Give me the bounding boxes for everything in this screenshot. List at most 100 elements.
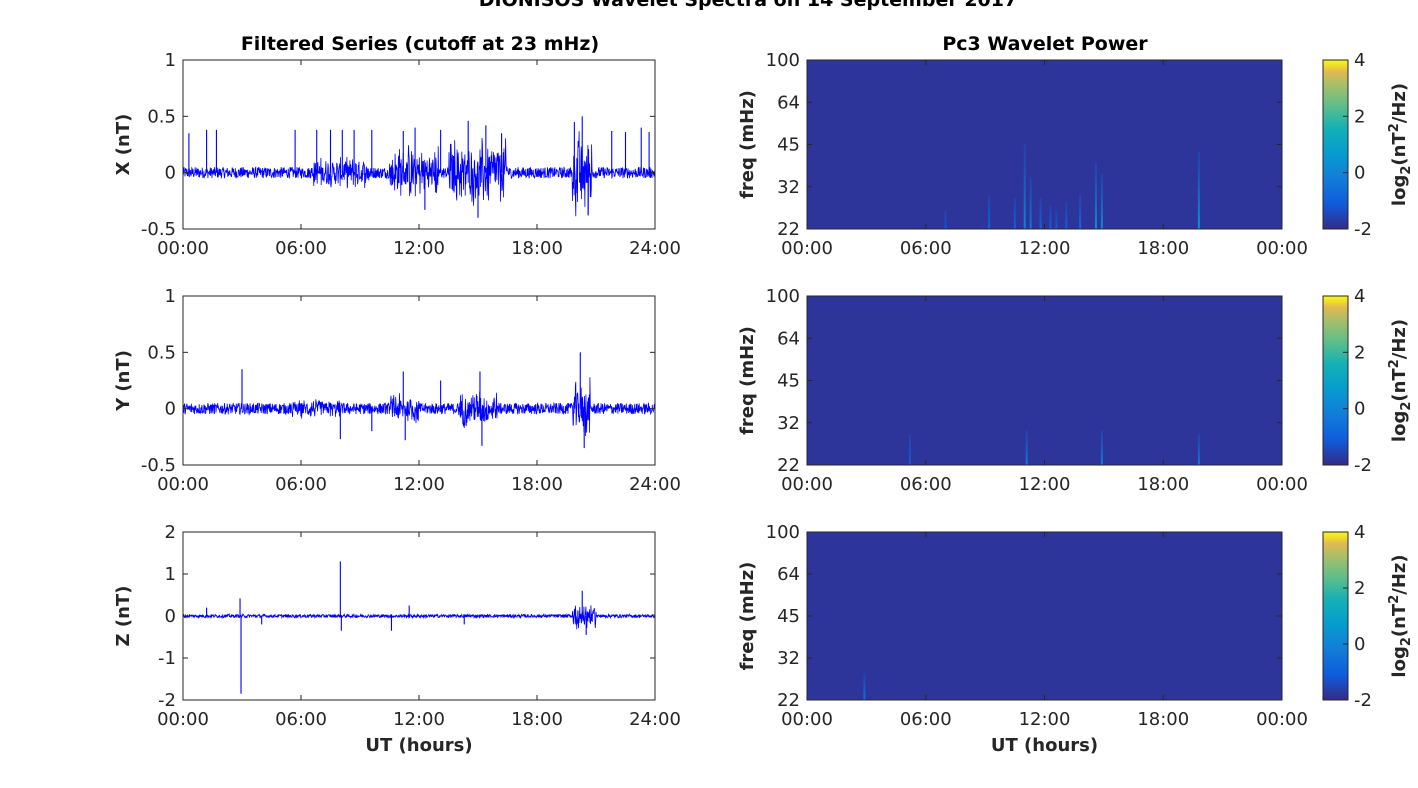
colorbar-tick-label: 4 (1354, 50, 1365, 71)
power-event (1039, 198, 1042, 229)
y-tick-label: 64 (777, 564, 800, 585)
x-axis-label: UT (hours) (991, 735, 1098, 756)
x-tick-label: 00:00 (157, 474, 209, 495)
colorbar-tick-label: 0 (1354, 634, 1365, 655)
x-tick-label: 12:00 (1019, 238, 1071, 259)
y-tick-label: 45 (777, 606, 800, 627)
x-tick-label: 00:00 (781, 474, 833, 495)
line-axes-2: 1 0.5 0 -0.500:00 06:00 12:00 18:00 24:00 Y (nT) (113, 286, 681, 495)
panels: 10.50-0.500:00 06:00 12:00 18:00 24:00X (nT)… (113, 50, 1414, 756)
line-frame (182, 59, 656, 230)
x-tick-label: 00:00 (781, 238, 833, 259)
x-tick-label: 24:00 (629, 238, 681, 259)
colorbar-tick-label: 0 (1354, 163, 1365, 184)
colorbar-tick-label: 2 (1354, 106, 1365, 127)
x-tick-label: 00:00 (1256, 238, 1308, 259)
x-tick-label: 18:00 (1137, 474, 1189, 495)
x-tick-label: 18:00 (511, 238, 563, 259)
x-tick-label: 06:00 (275, 474, 327, 495)
right-column-title: Pc3 Wavelet Power (942, 33, 1148, 55)
y-tick-label: 100 (766, 286, 800, 307)
colorbar-gradient (1322, 531, 1349, 701)
y-tick-label: 45 (777, 371, 800, 392)
colorbar-label: log2(nT2/Hz) (1387, 319, 1414, 442)
x-tick-label: 18:00 (511, 474, 563, 495)
x-tick-label: 00:00 (157, 709, 209, 730)
x-tick-label: 24:00 (629, 474, 681, 495)
y-tick-label: -0.5 (141, 219, 176, 240)
colorbar-tick-label: -2 (1354, 219, 1372, 240)
line-axes-1: 1 0.5 0 -0.500:00 06:00 12:00 18:00 24:00 X (nT) (113, 50, 681, 259)
power-event (908, 434, 911, 465)
heatmap-frame (806, 531, 1283, 701)
y-tick-label: 22 (777, 690, 800, 711)
colorbar-3: 4 2 0 -2 log2(nT2/Hz) (1322, 522, 1414, 711)
x-tick-label: 12:00 (1019, 474, 1071, 495)
power-event (863, 673, 866, 700)
left-column-title: Filtered Series (cutoff at 23 mHz) (241, 33, 599, 55)
x-tick-label: 06:00 (275, 709, 327, 730)
y-tick-label: 64 (777, 328, 800, 349)
y-tick-label: 1 (165, 286, 176, 307)
x-tick-label: 06:00 (275, 238, 327, 259)
figure-title: DIONISOS Wavelet Spectra on 14 September… (479, 0, 1017, 11)
power-event (1013, 198, 1016, 229)
y-tick-label: 0.5 (147, 106, 176, 127)
colorbar-label: log2(nT2/Hz) (1387, 83, 1414, 206)
x-tick-label: 06:00 (900, 238, 952, 259)
colorbar-gradient (1322, 295, 1349, 466)
y-axis-label: Y (nT) (113, 350, 134, 412)
series-line-1 (182, 131, 656, 217)
y-tick-label: 22 (777, 455, 800, 476)
y-axis-label: X (nT) (113, 114, 134, 176)
y-tick-label: 1 (165, 564, 176, 585)
x-tick-label: 18:00 (1137, 238, 1189, 259)
colorbar-gradient (1322, 59, 1349, 230)
x-tick-label: 06:00 (900, 709, 952, 730)
colorbar-tick-label: 2 (1354, 342, 1365, 363)
colorbar-tick-label: 0 (1354, 399, 1365, 420)
y-tick-label: 0.5 (147, 342, 176, 363)
y-axis-label: freq (mHz) (737, 326, 758, 435)
colorbar-tick-label: -2 (1354, 690, 1372, 711)
y-tick-label: 100 (766, 522, 800, 543)
power-event (1055, 210, 1058, 229)
colorbar-tick-label: 4 (1354, 522, 1365, 543)
y-tick-label: -0.5 (141, 455, 176, 476)
colorbar-tick-label: -2 (1354, 455, 1372, 476)
x-tick-label: 18:00 (511, 709, 563, 730)
x-tick-label: 18:00 (1137, 709, 1189, 730)
power-event (1094, 162, 1097, 229)
series-line-2 (182, 377, 656, 437)
power-event (1025, 430, 1028, 465)
y-tick-label: 32 (777, 413, 800, 434)
power-event (1079, 194, 1082, 229)
y-tick-label: 64 (777, 92, 800, 113)
power-event (1029, 177, 1032, 229)
x-tick-label: 12:00 (1019, 709, 1071, 730)
y-tick-label: 100 (766, 50, 800, 71)
x-tick-label: 00:00 (157, 238, 209, 259)
power-background (807, 296, 1282, 465)
y-axis-label: Z (nT) (113, 586, 134, 647)
power-event (1100, 430, 1103, 465)
series-line-3 (182, 605, 656, 630)
power-event (1197, 434, 1200, 465)
y-tick-label: 0 (165, 163, 176, 184)
heatmap-frame (806, 295, 1283, 466)
colorbar-2: 4 2 0 -2 log2(nT2/Hz) (1322, 286, 1414, 476)
y-tick-label: 22 (777, 219, 800, 240)
y-tick-label: -1 (158, 648, 176, 669)
power-event (1065, 202, 1068, 229)
y-tick-label: 45 (777, 135, 800, 156)
x-axis-label: UT (hours) (365, 735, 472, 756)
power-event (988, 194, 991, 229)
power-event (1049, 206, 1052, 229)
y-tick-label: 32 (777, 177, 800, 198)
line-frame (182, 295, 656, 466)
x-tick-label: 24:00 (629, 709, 681, 730)
